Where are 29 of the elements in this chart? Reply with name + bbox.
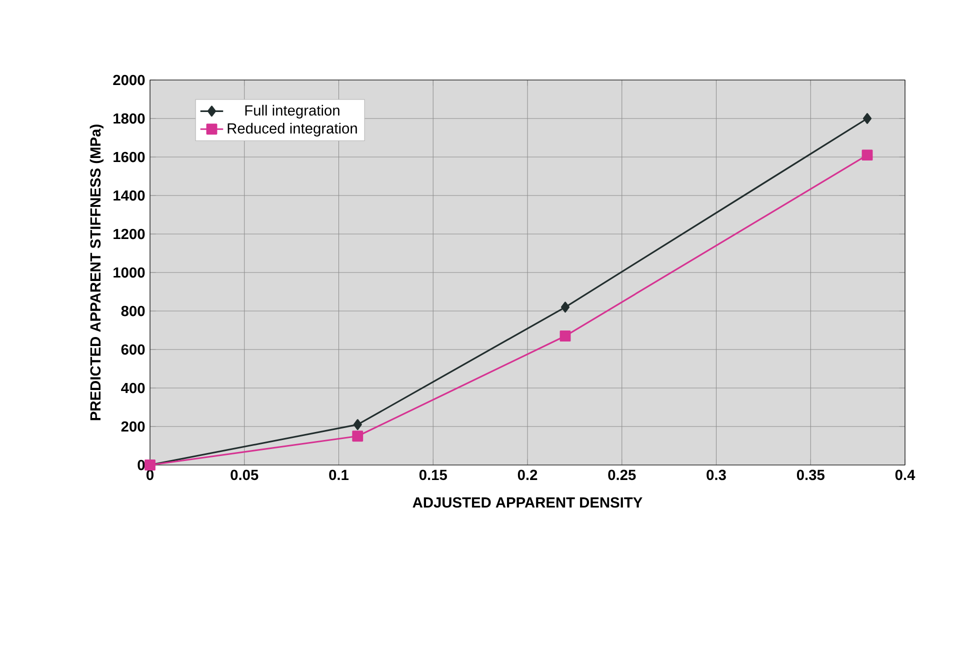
x-tick-label: 0.2 [518, 470, 538, 480]
point [862, 150, 873, 161]
x-tick-label: 0.1 [329, 470, 349, 480]
y-tick-label: 200 [121, 421, 145, 432]
legend-label: Full integration [245, 104, 340, 119]
y-tick-label: 2000 [113, 74, 145, 86]
x-axis-title: ADJUSTED APPARENT DENSITY [412, 497, 642, 508]
y-tick-label: 800 [121, 306, 145, 316]
point [352, 430, 364, 442]
y-tick-label: 600 [121, 344, 145, 355]
y-axis-title: PREDICTED APPARENT STIFFNESS (MPa) [90, 124, 104, 420]
legend-label: Reduced integration [228, 122, 357, 136]
point [560, 302, 570, 313]
x-tick-label: 0.35 [796, 470, 824, 480]
x-tick-label: 0.25 [608, 470, 636, 480]
y-tick-label: 1200 [114, 228, 145, 240]
y-tick-label: 1400 [114, 190, 145, 201]
y-tick-label: 1600 [114, 152, 145, 162]
y-tick-label: 1000 [114, 267, 145, 278]
x-tick-label: 0 [146, 470, 154, 480]
point [560, 330, 571, 342]
y-tick-label: 1800 [114, 113, 145, 124]
point [353, 419, 362, 430]
y-tick-label: 400 [121, 382, 145, 394]
x-tick-label: 0.3 [706, 470, 726, 480]
x-tick-label: 0.15 [419, 470, 447, 480]
x-tick-label: 0.05 [230, 470, 258, 480]
x-tick-label: 0.4 [895, 470, 916, 480]
point [862, 113, 872, 124]
